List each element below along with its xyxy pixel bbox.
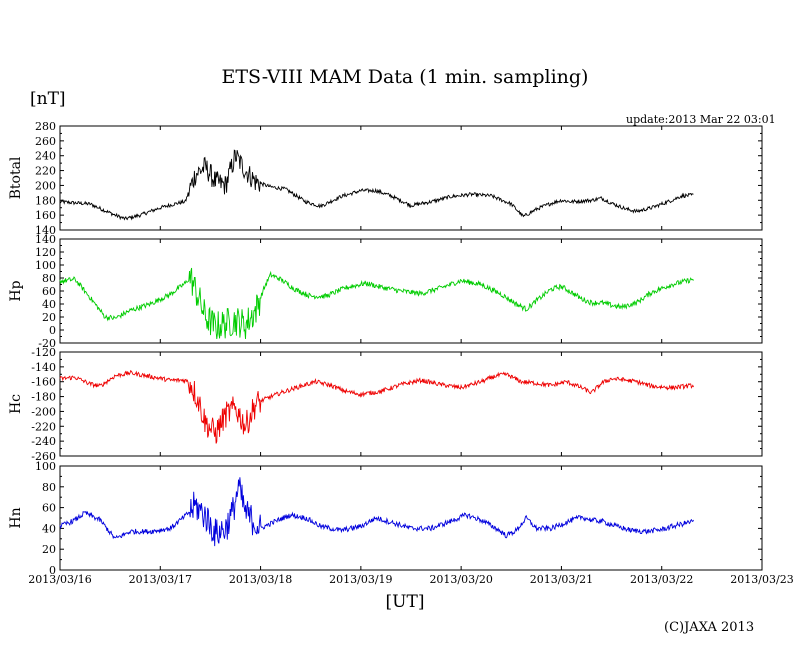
y-tick-label-Hp: 20 [42,311,56,324]
y-tick-label-Btotal: 280 [35,120,56,133]
y-tick-label-Hn: 20 [42,543,56,556]
y-tick-label-Hn: 40 [42,522,56,535]
y-tick-label-Hc: -180 [31,391,56,404]
y-tick-label-Hp: 60 [42,285,56,298]
y-tick-label-Btotal: 240 [35,150,56,163]
panel-label-Hc: Hc [8,394,24,414]
series-line-Hn [59,477,694,547]
series-line-Hp [59,267,694,340]
x-tick-label: 2013/03/19 [329,573,392,586]
panel-frame-Hn [59,465,763,571]
y-tick-label-Btotal: 160 [35,209,56,222]
panel-label-Hp: Hp [8,280,24,301]
y-tick-label-Btotal: 140 [35,224,56,237]
y-tick-label-Hc: -160 [31,376,56,389]
y-tick-label-Hc: -120 [31,346,56,359]
x-tick-label: 2013/03/22 [630,573,693,586]
y-tick-label-Hc: -220 [31,420,56,433]
y-tick-label-Hp: 80 [42,272,56,285]
panel-label-Hn: Hn [8,507,24,528]
panel-frame-Btotal [59,125,763,231]
x-axis-label: [UT] [385,592,425,612]
x-tick-label: 2013/03/21 [530,573,593,586]
y-tick-label-Btotal: 220 [35,165,56,178]
y-tick-label-Hn: 0 [49,564,56,577]
series-line-Hc [59,369,694,444]
y-tick-label-Btotal: 180 [35,194,56,207]
x-tick-label: 2013/03/20 [429,573,492,586]
y-tick-label-Hn: 60 [42,502,56,515]
x-tick-label: 2013/03/23 [730,573,793,586]
y-tick-label-Hc: -140 [31,361,56,374]
x-tick-label: 2013/03/17 [129,573,192,586]
y-tick-label-Hc: -240 [31,435,56,448]
x-tick-label: 2013/03/16 [28,573,91,586]
y-tick-label-Btotal: 200 [35,179,56,192]
x-tick-label: 2013/03/18 [229,573,292,586]
panel-label-Btotal: Btotal [8,156,24,199]
y-tick-label-Hp: 100 [35,259,56,272]
y-unit-label: [nT] [30,89,66,109]
panel-frame-Hc [59,351,763,457]
y-tick-label-Hp: 140 [35,233,56,246]
copyright-text: (C)JAXA 2013 [664,620,755,635]
chart-title: ETS-VIII MAM Data (1 min. sampling) [221,66,589,88]
y-tick-label-Hn: 80 [42,481,56,494]
y-tick-label-Hn: 100 [35,460,56,473]
update-timestamp: update:2013 Mar 22 03:01 [626,113,776,126]
y-tick-label-Hp: 0 [49,324,56,337]
y-tick-label-Btotal: 260 [35,135,56,148]
y-tick-label-Hp: 40 [42,298,56,311]
y-tick-label-Hp: -20 [38,337,56,350]
y-tick-label-Hp: 120 [35,246,56,259]
y-tick-label-Hc: -260 [31,450,56,463]
y-tick-label-Hc: -200 [31,405,56,418]
series-line-Btotal [59,149,694,221]
